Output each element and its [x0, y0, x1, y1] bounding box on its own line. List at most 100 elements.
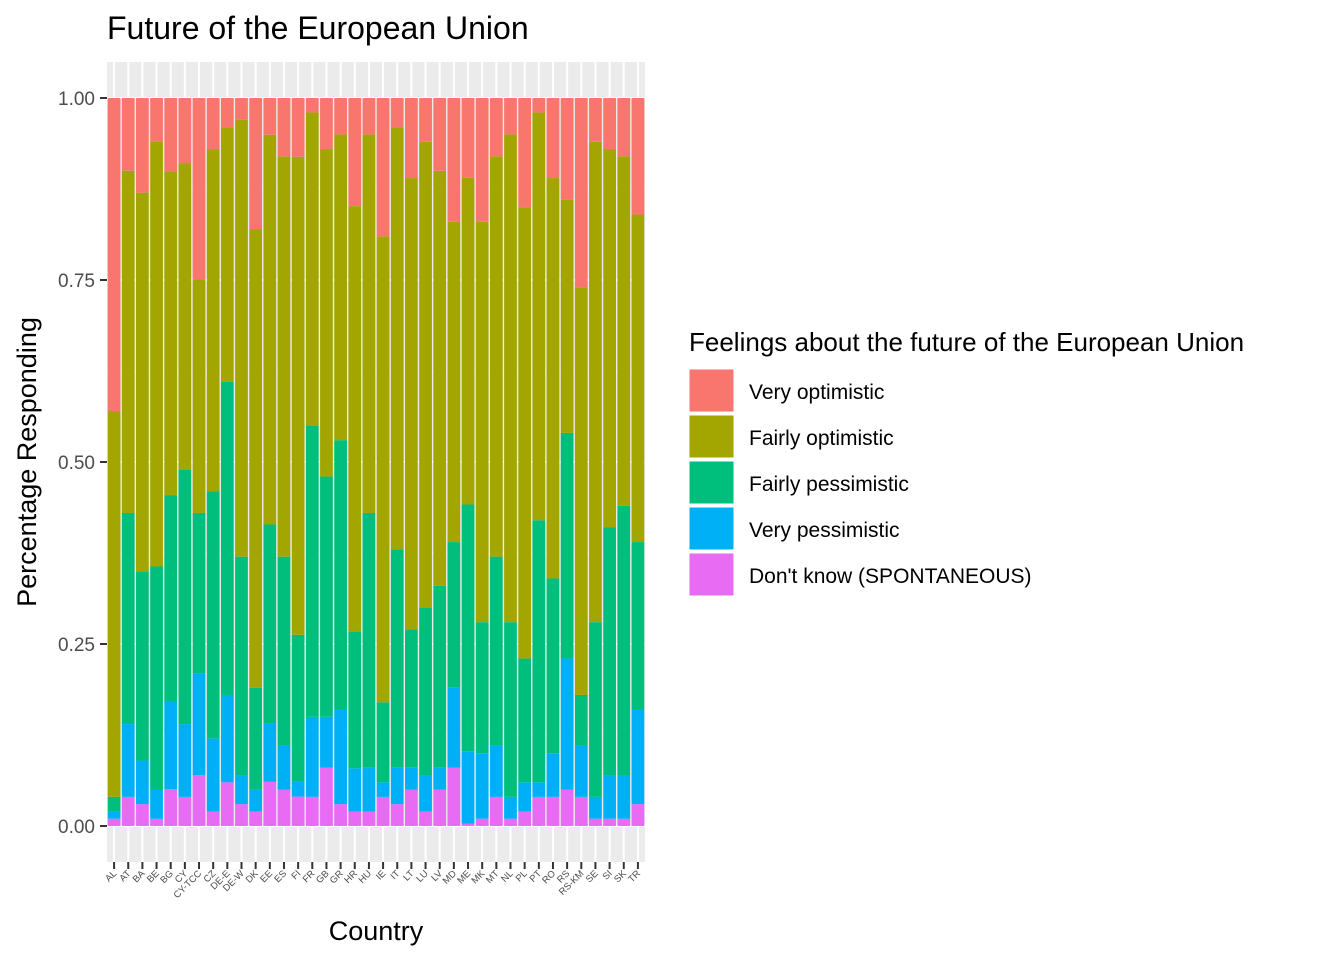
bar-segment-lt-0	[405, 98, 418, 179]
bar-segment-rs-0	[560, 98, 574, 200]
bar-segment-rs-km-0	[574, 98, 588, 288]
bar-segment-be-0	[150, 98, 163, 142]
bar-segment-cy-3	[178, 724, 192, 797]
bar-segment-mk-2	[475, 622, 489, 754]
bar-segment-mt-2	[489, 556, 503, 746]
bar-segment-gr-2	[334, 440, 347, 710]
bar-segment-tr-2	[631, 542, 645, 710]
bar-segment-al-1	[107, 411, 121, 797]
bar-segment-ro-2	[546, 578, 560, 754]
bar-segment-md-2	[447, 542, 461, 688]
bar-segment-mk-4	[475, 818, 489, 826]
bar-segment-ba-1	[136, 192, 149, 572]
bar-segment-lv-1	[433, 170, 447, 586]
bar-segment-rs-2	[560, 432, 574, 659]
bar-segment-fr-3	[305, 716, 319, 797]
bar-segment-si-1	[603, 148, 616, 528]
bar-segment-hr-2	[348, 631, 362, 769]
bar-segment-hu-4	[362, 811, 376, 826]
bar-segment-pl-4	[518, 811, 532, 826]
bar-segment-cy-0	[178, 98, 192, 164]
x-tick-label: HU	[357, 868, 375, 886]
bar-segment-cy-tcc-2	[192, 512, 206, 674]
bar-segment-hu-3	[362, 767, 376, 812]
bar-segment-it-2	[390, 549, 404, 768]
bar-segment-rs-4	[560, 789, 574, 826]
bar-segment-tr-4	[631, 804, 645, 826]
x-tick-label: FI	[289, 868, 303, 882]
bar-segment-md-1	[447, 221, 461, 543]
bar-segment-hu-1	[362, 134, 376, 513]
bar-segment-rs-km-4	[574, 796, 588, 826]
bar-segment-pl-2	[518, 658, 532, 783]
bar-segment-be-4	[150, 818, 163, 826]
bar-segment-ee-3	[263, 723, 277, 782]
bar-segment-cz-2	[206, 491, 220, 739]
bar-segment-cy-tcc-0	[192, 98, 206, 280]
bar-segment-de-e-4	[220, 782, 234, 826]
y-tick-label: 0.50	[58, 453, 95, 474]
bar-segment-sk-4	[617, 818, 631, 826]
bar-segment-de-e-3	[220, 694, 234, 783]
bar-segment-ee-2	[263, 524, 277, 724]
x-tick-label: IT	[389, 868, 403, 882]
bar-segment-de-w-1	[235, 119, 248, 557]
bar-segment-be-2	[150, 566, 163, 790]
bar-segment-it-3	[390, 767, 404, 805]
bar-segment-fi-0	[291, 98, 305, 157]
bar-segment-sk-2	[617, 505, 631, 776]
bar-segment-bg-4	[164, 789, 178, 826]
bar-segment-al-2	[107, 796, 121, 812]
bar-segment-nl-2	[504, 622, 517, 797]
bar-segment-ba-4	[136, 804, 149, 826]
x-tick-label: SE	[584, 868, 601, 885]
bar-segment-si-0	[603, 98, 616, 149]
bar-segment-me-1	[461, 177, 475, 505]
bar-segment-ee-0	[263, 98, 277, 135]
bar-segment-rs-3	[560, 658, 574, 790]
bar-segment-rs-km-1	[574, 287, 588, 695]
bar-segment-it-1	[390, 127, 404, 550]
bar-segment-cy-2	[178, 469, 192, 725]
bar-segment-si-2	[603, 527, 616, 776]
bar-segment-nl-4	[504, 818, 517, 826]
bar-segment-at-3	[121, 724, 135, 797]
bar-segment-pl-0	[518, 98, 532, 208]
legend-label: Fairly optimistic	[749, 427, 894, 450]
bar-segment-cy-tcc-1	[192, 280, 206, 513]
bar-segment-ro-4	[546, 796, 560, 826]
bar-segment-me-2	[461, 504, 475, 752]
bar-segment-rs-1	[560, 199, 574, 433]
bar-segment-it-4	[390, 804, 404, 826]
bar-segment-sk-0	[617, 98, 631, 157]
bar-segment-gr-4	[334, 804, 347, 826]
bar-segment-sk-1	[617, 156, 631, 506]
bar-segment-ro-0	[546, 98, 560, 179]
bar-segment-ee-4	[263, 781, 277, 826]
bar-segment-fr-1	[305, 112, 319, 426]
bar-segment-ba-3	[136, 760, 149, 805]
bar-segment-hu-2	[362, 512, 376, 768]
bar-segment-dk-1	[249, 229, 263, 688]
bar-segment-ee-1	[263, 134, 277, 525]
bar-segment-dk-0	[249, 98, 263, 230]
bar-segment-si-4	[603, 818, 616, 826]
bar-segment-al-3	[107, 811, 121, 819]
bar-segment-cy-4	[178, 796, 192, 826]
bar-segment-fr-0	[305, 98, 319, 113]
bar-segment-al-4	[107, 818, 121, 826]
bar-segment-cz-4	[206, 811, 220, 826]
bar-segment-ie-4	[376, 796, 390, 826]
x-tick-label: ES	[272, 868, 289, 885]
bar-segment-cy-1	[178, 163, 192, 470]
bar-segment-lu-3	[419, 775, 432, 812]
bar-segment-bg-2	[164, 495, 178, 701]
bar-segment-mt-0	[489, 98, 503, 157]
bar-segment-at-4	[121, 796, 135, 826]
bar-segment-mk-0	[475, 98, 489, 222]
bar-segment-at-2	[121, 512, 135, 725]
bar-segment-de-e-2	[220, 381, 234, 695]
bar-segment-fi-2	[291, 634, 305, 782]
legend-title: Feelings about the future of the Europea…	[689, 327, 1244, 357]
